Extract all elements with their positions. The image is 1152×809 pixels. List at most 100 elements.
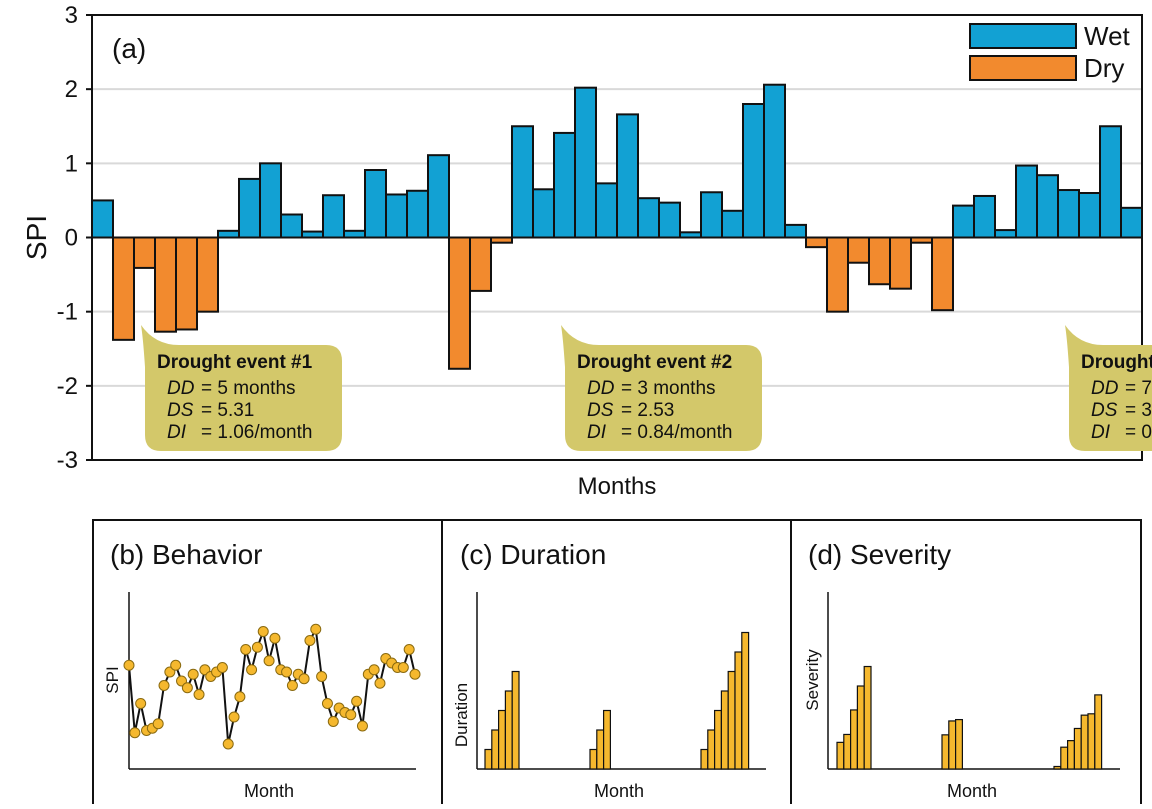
mini-bar [1087, 713, 1096, 770]
spi-bar [616, 113, 639, 239]
mini-bar [941, 734, 950, 770]
mini-bar [836, 741, 845, 770]
behavior-point [123, 659, 135, 671]
mini-bar [863, 665, 872, 770]
legend-swatch-dry [969, 55, 1077, 81]
callout-di-value: = 0.55/month [1125, 422, 1152, 443]
spi-bar [931, 236, 954, 312]
drought-callout: Drought event #3 DD = 7 months DS = 3.89 DI = … [1065, 325, 1152, 451]
spi-bar [196, 236, 219, 313]
spi-bar [847, 236, 870, 264]
spi-bar [1078, 192, 1101, 239]
callout-di-value: = 1.06/month [201, 422, 312, 443]
spi-bar [301, 230, 324, 239]
drought-callout: Drought event #2 DD = 3 months DS = 2.53 DI = … [561, 325, 762, 451]
callout-ds-label: DS [167, 400, 194, 421]
behavior-point [321, 698, 333, 709]
behavior-point [222, 738, 234, 750]
behavior-point [316, 671, 328, 682]
behavior-point [298, 673, 310, 685]
behavior-point [286, 680, 298, 691]
spi-bar [1099, 125, 1122, 239]
spi-bar [973, 194, 996, 239]
spi-bar [154, 236, 177, 333]
spi-bar [805, 236, 828, 249]
spi-bar [679, 231, 702, 239]
callout-dd-label: DD [167, 378, 195, 399]
spi-bar [868, 236, 891, 286]
panel-d-label: (d) Severity [808, 539, 951, 570]
spi-bar [574, 86, 597, 239]
panel-b: (b) Behavior Month SPI [103, 539, 421, 801]
mini-bar [498, 709, 507, 770]
callout-ds-label: DS [587, 400, 614, 421]
y-tick-label: 3 [65, 2, 78, 29]
mini-bar [1073, 727, 1082, 770]
mini-bar [504, 690, 513, 770]
spi-bar [343, 229, 366, 239]
mini-x-label: Month [244, 781, 294, 801]
panel-d: (d) Severity Month Severity [803, 539, 1120, 801]
mini-bar [484, 748, 493, 770]
callout-ds-value: = 3.89 [1125, 400, 1152, 421]
callout-dd-value: = 5 months [201, 378, 296, 399]
behavior-point [181, 682, 193, 694]
behavior-point [216, 662, 228, 673]
spi-bar [763, 83, 786, 239]
callout-ds-value: = 2.53 [621, 400, 674, 421]
behavior-point [170, 659, 182, 671]
behavior-point [327, 716, 339, 727]
spi-bar [595, 182, 618, 239]
behavior-point [397, 662, 409, 673]
behavior-point [403, 644, 415, 655]
legend-label-wet: Wet [1084, 21, 1131, 51]
y-tick-label: -3 [57, 447, 78, 474]
bottom-frame [92, 519, 1142, 809]
y-tick-label: -2 [57, 373, 78, 400]
behavior-point [351, 695, 363, 707]
mini-x-label: Month [947, 781, 997, 801]
spi-bar [1057, 189, 1080, 239]
spi-bar [91, 199, 114, 239]
spi-bar [385, 193, 408, 239]
behavior-point [409, 668, 421, 680]
spi-bar [532, 188, 555, 239]
mini-bar [849, 709, 858, 770]
callout-di-label: DI [167, 422, 187, 443]
spi-bar [721, 209, 744, 239]
behavior-point [234, 691, 246, 703]
panel-c-label: (c) Duration [460, 539, 606, 570]
spi-bar [238, 177, 261, 239]
callout-bubble [141, 325, 342, 451]
behavior-point [368, 664, 380, 676]
mini-bar [1080, 714, 1089, 770]
callout-title: Drought event #2 [577, 352, 732, 373]
mini-bar [707, 729, 716, 770]
mini-bar [741, 631, 750, 770]
spi-bar [952, 204, 975, 239]
callout-di-value: = 0.84/month [621, 422, 732, 443]
panel-a-label: (a) [112, 33, 146, 64]
callout-ds-value: = 5.31 [201, 400, 254, 421]
mini-x-label: Month [594, 781, 644, 801]
spi-bar [322, 194, 345, 239]
behavior-point [240, 644, 252, 655]
y-tick-label: 2 [65, 76, 78, 103]
callout-dd-value: = 3 months [621, 378, 716, 399]
behavior-point [193, 689, 205, 700]
mini-bar [1094, 694, 1103, 770]
mini-bar [511, 670, 520, 770]
callout-title: Drought event #3 [1081, 352, 1152, 373]
spi-bar [1015, 164, 1038, 239]
behavior-point [158, 680, 170, 691]
mini-bar [727, 670, 736, 770]
behavior-point [374, 677, 386, 689]
mini-bar [734, 651, 743, 770]
behavior-point [304, 635, 316, 646]
spi-bar [658, 201, 681, 239]
drought-callout: Drought event #1 DD = 5 months DS = 5.31 DI = … [141, 325, 342, 451]
y-tick-label: 0 [65, 225, 78, 252]
spi-bar [1120, 206, 1143, 239]
callout-bubble [561, 325, 762, 451]
